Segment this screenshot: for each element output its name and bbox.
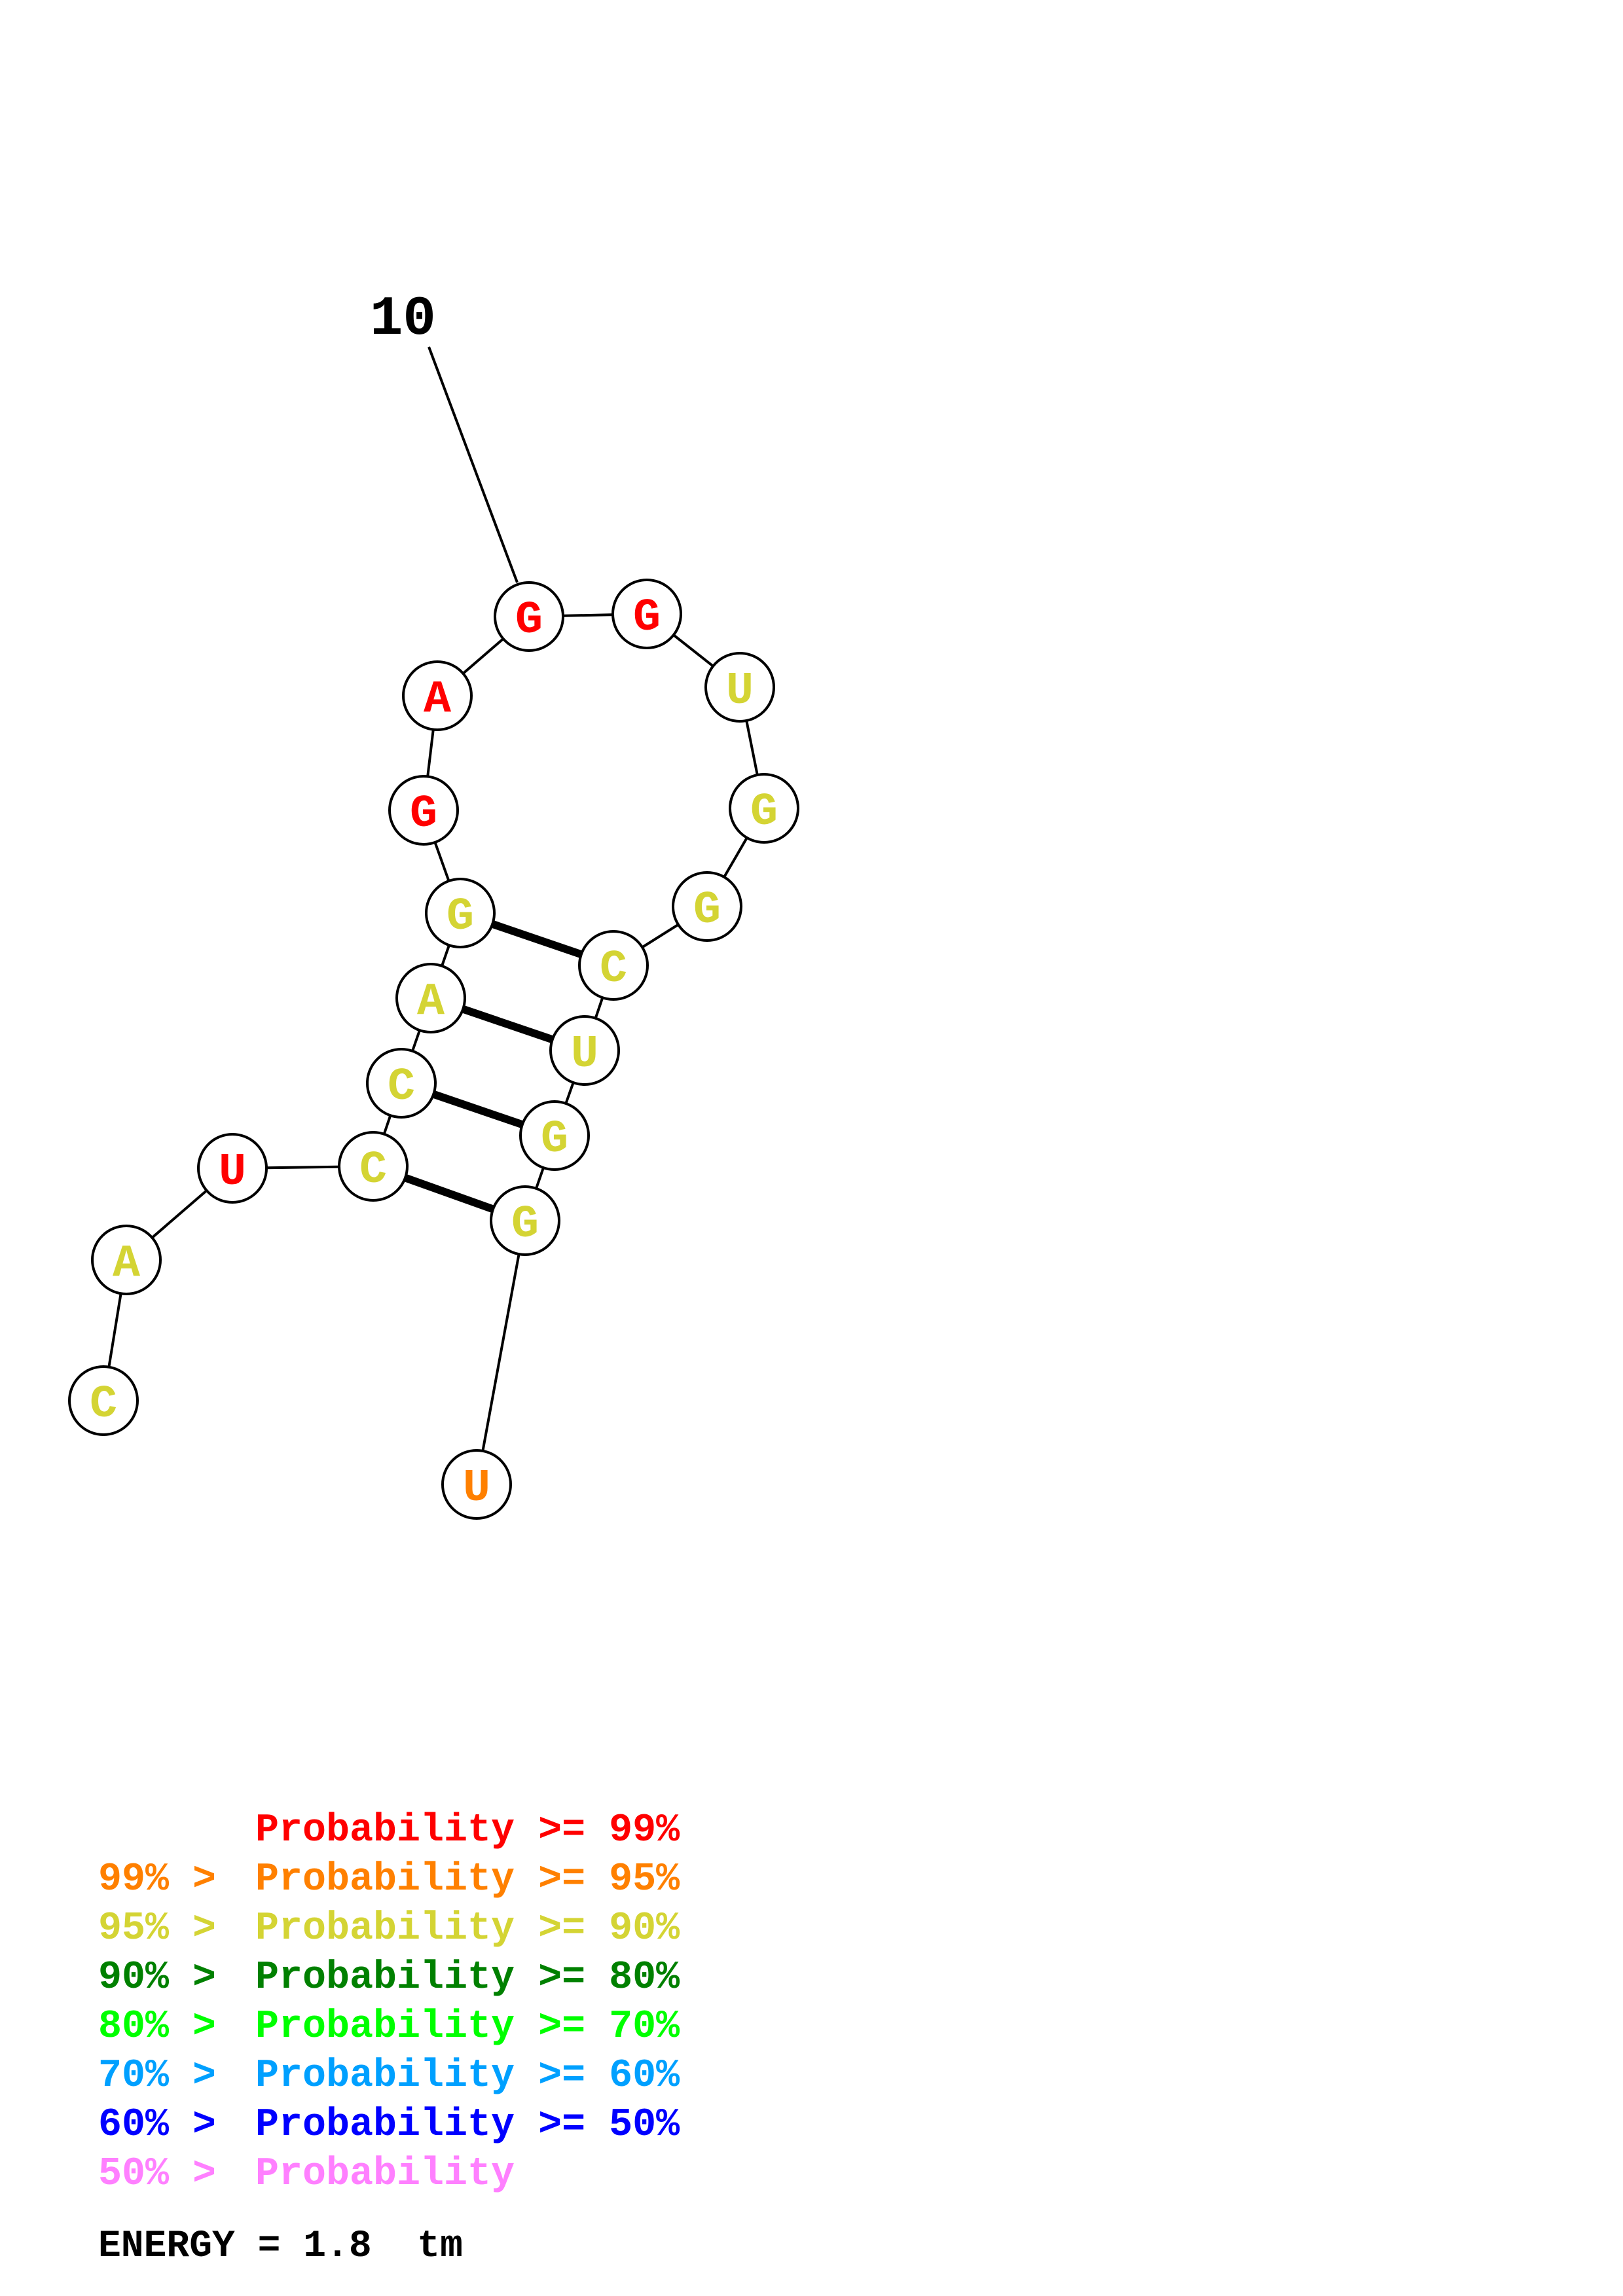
- nucleotide-circle: [578, 930, 649, 1001]
- nucleotide-circle: [91, 1225, 162, 1295]
- legend-entry-3: 95% > Probability >= 90%: [98, 1905, 680, 1954]
- backbone-segment: [475, 1220, 526, 1485]
- nucleotide-circle: [338, 1131, 409, 1202]
- legend-prefix: 60% >: [98, 2103, 240, 2147]
- backbone-lines: [102, 613, 765, 1485]
- nucleotide-circle: [197, 1133, 268, 1204]
- nucleotide-letter: G: [633, 592, 661, 644]
- nucleotide-13: G: [729, 773, 799, 844]
- legend-prefix: 90% >: [98, 1956, 240, 2000]
- legend-entry-6: 70% > Probability >= 60%: [98, 2052, 680, 2101]
- nucleotide-8: G: [388, 775, 459, 846]
- nucleotide-5: C: [366, 1048, 437, 1119]
- position-10-pointer: [428, 346, 519, 583]
- nucleotide-letter: A: [424, 674, 451, 726]
- legend-text: Probability >= 95%: [255, 1857, 680, 1902]
- nucleotide-12: U: [704, 652, 775, 723]
- nucleotide-letter: C: [359, 1145, 387, 1196]
- nucleotide-circle: [490, 1185, 560, 1256]
- nucleotide-19: U: [441, 1449, 512, 1520]
- legend-text: Probability >= 70%: [255, 2005, 680, 2049]
- legend-text: Probability: [255, 2152, 515, 2197]
- nucleotide-circle: [549, 1015, 620, 1086]
- nucleotide-letter: A: [113, 1238, 140, 1290]
- nucleotide-circle: [519, 1100, 590, 1171]
- nucleotide-3: U: [197, 1133, 268, 1204]
- nucleotide-letter: G: [447, 891, 474, 943]
- nucleotide-circle: [366, 1048, 437, 1119]
- nucleotide-letter: A: [417, 977, 445, 1028]
- nucleotide-16: U: [549, 1015, 620, 1086]
- nucleotide-circle: [425, 878, 496, 948]
- nucleotide-circle: [441, 1449, 512, 1520]
- nucleotide-letter: G: [750, 787, 778, 838]
- legend-prefix: 99% >: [98, 1857, 240, 1902]
- nucleotide-letter: C: [600, 944, 627, 996]
- nucleotide-circle: [494, 581, 564, 652]
- nucleotide-2: A: [91, 1225, 162, 1295]
- legend-text: Probability >= 99%: [255, 1808, 680, 1853]
- nucleotide-circle: [395, 963, 466, 1033]
- legend-text: Probability >= 50%: [255, 2103, 680, 2147]
- nucleotide-letter: U: [463, 1463, 490, 1515]
- nucleotide-letter: G: [511, 1199, 539, 1251]
- nucleotide-letter: C: [90, 1379, 117, 1431]
- legend-entry-8: 50% > Probability: [98, 2150, 680, 2199]
- nucleotide-letter: U: [571, 1029, 598, 1081]
- position-10-label: 10: [370, 289, 436, 351]
- legend-text: Probability >= 90%: [255, 1907, 680, 1951]
- nucleotide-7: G: [425, 878, 496, 948]
- nucleotide-circle: [729, 773, 799, 844]
- probability-legend: Probability >= 99% 99% > Probability >= 9…: [98, 1806, 680, 2199]
- nucleotide-letter: G: [541, 1114, 568, 1166]
- nucleotide-letter: G: [410, 789, 437, 840]
- nucleotide-letter: G: [693, 885, 721, 937]
- nucleotide-14: G: [672, 871, 742, 942]
- nucleotide-4: C: [338, 1131, 409, 1202]
- nucleotide-15: C: [578, 930, 649, 1001]
- legend-entry-7: 60% > Probability >= 50%: [98, 2101, 680, 2150]
- nucleotide-circle: [402, 660, 473, 731]
- nucleotide-circle: [388, 775, 459, 846]
- nucleotide-1: C: [68, 1365, 139, 1436]
- legend-prefix: 80% >: [98, 2005, 240, 2049]
- legend-entry-4: 90% > Probability >= 80%: [98, 1954, 680, 2003]
- nucleotide-9: A: [402, 660, 473, 731]
- nucleotide-letter: U: [219, 1147, 246, 1198]
- legend-prefix: 50% >: [98, 2152, 240, 2197]
- nucleotide-circle: [704, 652, 775, 723]
- nucleotide-18: G: [490, 1185, 560, 1256]
- legend-text: Probability >= 60%: [255, 2054, 680, 2098]
- nucleotide-circle: [68, 1365, 139, 1436]
- legend-entry-5: 80% > Probability >= 70%: [98, 2003, 680, 2052]
- nucleotide-circle: [672, 871, 742, 942]
- nucleotide-17: G: [519, 1100, 590, 1171]
- legend-prefix: 95% >: [98, 1907, 240, 1951]
- nucleotide-letter: G: [515, 595, 543, 647]
- legend-text: Probability >= 80%: [255, 1956, 680, 2000]
- nucleotide-6: A: [395, 963, 466, 1033]
- legend-entry-2: 99% > Probability >= 95%: [98, 1856, 680, 1905]
- nucleotide-10: G: [494, 581, 564, 652]
- legend-entry-1: Probability >= 99%: [98, 1806, 680, 1856]
- energy-label: ENERGY = 1.8 tm: [98, 2225, 463, 2268]
- nucleotide-11: G: [611, 579, 682, 649]
- legend-prefix: 70% >: [98, 2054, 240, 2098]
- nucleotide-letter: C: [388, 1062, 415, 1113]
- nucleotide-letter: U: [726, 666, 754, 717]
- nucleotide-circle: [611, 579, 682, 649]
